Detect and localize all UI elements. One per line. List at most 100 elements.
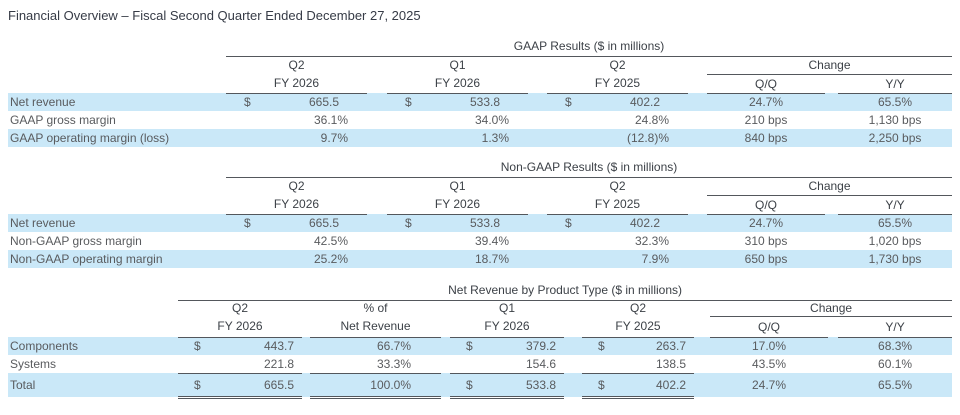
- spacer-cell: [825, 74, 838, 93]
- column-header-qq: Q/Q: [710, 316, 828, 338]
- spacer-cell: [367, 195, 387, 214]
- column-header-q2-fy25: Q2: [609, 179, 626, 194]
- spacer-cell: [367, 129, 387, 147]
- change-yy-value: 1,020 bps: [868, 234, 922, 248]
- spacer-cell: [828, 355, 838, 373]
- spacer-cell: [828, 337, 838, 355]
- spacer-cell: [688, 177, 707, 195]
- spacer-cell: [688, 232, 707, 250]
- value: 379.2: [525, 339, 556, 354]
- spacer-cell: [688, 56, 707, 74]
- spacer-cell: [302, 373, 310, 397]
- change-yy-value: 68.3%: [838, 337, 953, 355]
- column-header-q2-fy25: Q2: [629, 301, 646, 316]
- column-header-q2-fy25: Q2: [609, 58, 626, 73]
- spacer-cell: [528, 250, 547, 268]
- spacer-cell: [528, 93, 547, 111]
- spacer-cell: [828, 316, 838, 337]
- value-cell: 7.9%: [547, 250, 688, 268]
- column-header-q2-fy26: Q2: [288, 58, 305, 73]
- value: 533.8: [469, 216, 500, 231]
- row-label: Net revenue: [8, 93, 226, 111]
- value-cell: $533.8: [387, 93, 528, 111]
- spacer-cell: [825, 214, 838, 232]
- value-cell: $443.7: [178, 337, 302, 355]
- change-qq-value: 840 bps: [707, 129, 825, 147]
- section-title: Net Revenue by Product Type ($ in millio…: [178, 281, 953, 301]
- row-label: Non-GAAP gross margin: [10, 234, 142, 248]
- change-qq-value: 24.7%: [707, 214, 825, 232]
- column-header-fy2026: FY 2026: [450, 316, 564, 338]
- spacer-cell: [688, 74, 707, 93]
- table-row-net-revenue: Net revenue $665.5 $533.8 $402.2 24.7% 6…: [8, 214, 953, 232]
- value-cell: 9.7%: [226, 129, 367, 147]
- spacer-cell: [688, 129, 707, 147]
- change-qq-value: 210 bps: [744, 113, 788, 127]
- value-cell: 42.5%: [313, 234, 348, 248]
- spacer-cell: [528, 74, 547, 93]
- change-yy-value: 60.1%: [878, 357, 913, 371]
- value: 402.2: [655, 377, 686, 392]
- table-row-net-revenue: Net revenue $665.5 $533.8 $402.2 24.7% 6…: [8, 93, 953, 111]
- spacer-cell: [367, 177, 387, 195]
- value-cell: $665.5: [178, 373, 302, 399]
- value-cell: 154.6: [450, 355, 564, 374]
- section-title-row: Non-GAAP Results ($ in millions): [8, 154, 953, 178]
- row-label: Net revenue: [8, 214, 226, 232]
- change-yy-value: 2,250 bps: [838, 129, 953, 147]
- spacer-cell: [441, 300, 450, 316]
- column-header-fy2026: FY 2026: [226, 74, 367, 94]
- spacer-cell: [564, 373, 582, 397]
- spacer-cell: [8, 74, 226, 93]
- row-label: Non-GAAP operating margin: [8, 250, 226, 268]
- spacer-cell: [688, 195, 707, 214]
- row-label: GAAP gross margin: [10, 113, 116, 127]
- change-yy-value: 65.5%: [838, 93, 953, 111]
- spacer-cell: [8, 300, 178, 316]
- currency-symbol: $: [565, 95, 572, 110]
- section-title-row: GAAP Results ($ in millions): [8, 33, 953, 57]
- spacer-cell: [694, 373, 710, 397]
- column-header-yy: Y/Y: [838, 195, 953, 215]
- value-cell: 32.3%: [634, 234, 669, 248]
- spacer-cell: [528, 111, 547, 129]
- value: 263.7: [655, 339, 686, 354]
- column-header-pct-of: % of: [363, 301, 388, 316]
- column-header-change: Change: [707, 177, 953, 196]
- column-header-net-revenue: Net Revenue: [310, 316, 441, 338]
- value: 443.7: [263, 339, 294, 354]
- row-label: Components: [8, 337, 178, 355]
- currency-symbol: $: [194, 377, 201, 392]
- value-cell: $533.8: [450, 373, 564, 399]
- value: 665.5: [263, 377, 294, 392]
- value-cell: 25.2%: [226, 250, 367, 268]
- column-header-q1-fy26: Q1: [449, 58, 466, 73]
- value-cell: (12.8)%: [547, 129, 688, 147]
- value: 665.5: [308, 216, 339, 231]
- change-yy-value: 1,730 bps: [838, 250, 953, 268]
- spacer-cell: [825, 111, 838, 129]
- spacer-cell: [8, 56, 226, 74]
- change-qq-value: 24.7%: [710, 373, 828, 397]
- column-header-qq: Q/Q: [707, 195, 825, 215]
- value-cell: $402.2: [547, 214, 688, 232]
- currency-symbol: $: [598, 339, 605, 354]
- column-header-fy2025: FY 2025: [547, 74, 688, 94]
- row-label: GAAP operating margin (loss): [8, 129, 226, 147]
- table-row-operating-margin: GAAP operating margin (loss) 9.7% 1.3% (…: [8, 129, 953, 147]
- spacer-cell: [688, 93, 707, 111]
- change-qq-value: 17.0%: [710, 337, 828, 355]
- value-cell: 18.7%: [387, 250, 528, 268]
- spacer-cell: [528, 214, 547, 232]
- spacer-cell: [367, 93, 387, 111]
- gaap-results-table: GAAP Results ($ in millions) Q2 Q1 Q2 Ch…: [8, 33, 953, 147]
- value-cell: $379.2: [450, 337, 564, 355]
- column-header-fy2026: FY 2026: [226, 195, 367, 215]
- fiscal-year-header-row: FY 2026 Net Revenue FY 2026 FY 2025 Q/Q …: [8, 316, 953, 338]
- spacer-cell: [564, 337, 582, 355]
- spacer-cell: [367, 111, 387, 129]
- change-yy-value: 65.5%: [838, 214, 953, 232]
- value-cell: $402.2: [547, 93, 688, 111]
- spacer-cell: [688, 111, 707, 129]
- spacer-cell: [688, 214, 707, 232]
